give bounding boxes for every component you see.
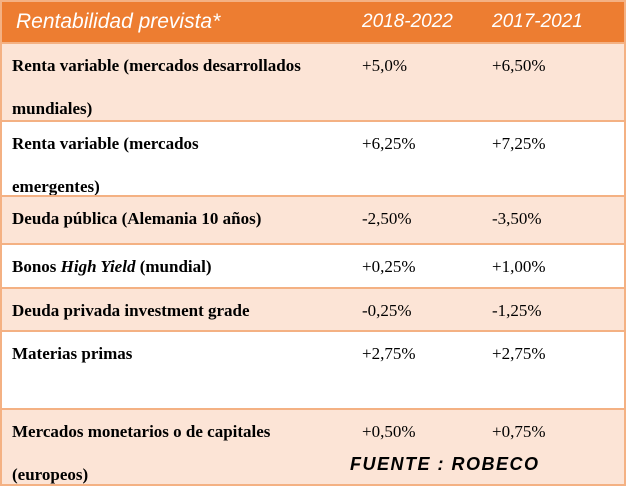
row-label: Deuda pública (Alemania 10 años): [12, 209, 262, 228]
row-value-2018-2022: +2,75%: [362, 344, 416, 363]
table-row: Deuda privada investment grade -0,25% -1…: [2, 287, 624, 330]
row-value-2017-2021: -1,25%: [492, 301, 542, 320]
row-label: Mercados monetarios o de capitales (euro…: [12, 422, 271, 484]
row-value-2017-2021: +0,75%: [492, 422, 546, 441]
row-label-italic-part: High Yield: [60, 257, 136, 276]
row-value-2018-2022: +0,50%: [362, 422, 416, 441]
row-value-2018-2022: +0,25%: [362, 257, 416, 276]
row-label-part: Bonos: [12, 257, 61, 276]
row-label: Bonos High Yield (mundial): [2, 245, 350, 287]
row-value-2017-2021: -3,50%: [492, 209, 542, 228]
row-value-2017-2021: +1,00%: [492, 257, 546, 276]
source-attribution: FUENTE : ROBECO: [350, 454, 540, 474]
row-label: Materias primas: [12, 344, 133, 363]
row-value-2018-2022: +6,25%: [362, 134, 416, 153]
row-value-2018-2022: +5,0%: [362, 56, 407, 75]
row-value-2018-2022: -0,25%: [362, 301, 412, 320]
column-header-2017-2021: 2017-2021: [492, 11, 583, 32]
table-row: Renta variable (mercados emergentes) +6,…: [2, 120, 624, 195]
column-header-2018-2022: 2018-2022: [362, 11, 453, 32]
table-title: Rentabilidad prevista*: [16, 10, 221, 33]
row-value-2017-2021: +2,75%: [492, 344, 546, 363]
table-row: Bonos High Yield (mundial) +0,25% +1,00%: [2, 243, 624, 287]
row-label: Renta variable (mercados emergentes): [12, 134, 199, 195]
table-row: Materias primas +2,75% +2,75%: [2, 330, 624, 408]
table-row: Deuda pública (Alemania 10 años) -2,50% …: [2, 195, 624, 243]
row-label: Renta variable (mercados desarrollados m…: [12, 56, 301, 118]
row-label-part: (mundial): [135, 257, 212, 276]
row-label: Deuda privada investment grade: [12, 301, 250, 320]
table-row: Renta variable (mercados desarrollados m…: [2, 42, 624, 120]
row-value-2017-2021: +7,25%: [492, 134, 546, 153]
table-header-row: Rentabilidad prevista* 2018-2022 2017-20…: [2, 2, 624, 42]
table-row: Mercados monetarios o de capitales (euro…: [2, 408, 624, 484]
row-value-2018-2022: -2,50%: [362, 209, 412, 228]
row-value-2017-2021: +6,50%: [492, 56, 546, 75]
